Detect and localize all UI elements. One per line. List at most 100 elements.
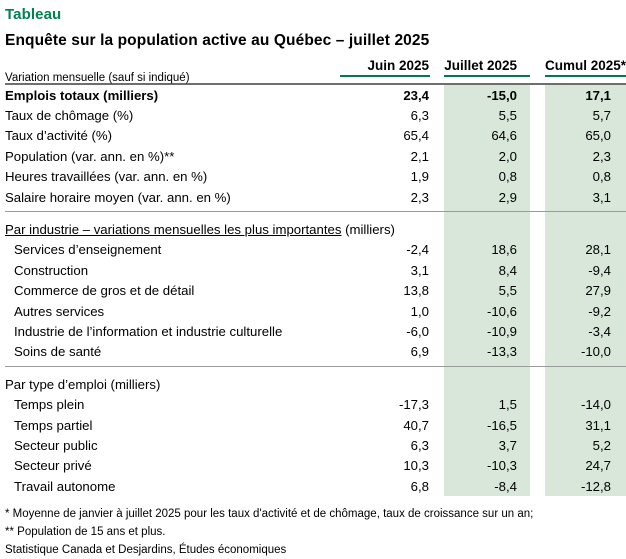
value-juin: -17,3 — [398, 397, 429, 413]
value-cumul: 3,1 — [545, 186, 626, 208]
value-cumul: 0,8 — [545, 166, 626, 187]
row-label: Temps plein — [14, 397, 85, 413]
value-juillet: 5,5 — [444, 105, 530, 126]
value-juin: 3,1 — [410, 262, 429, 278]
table-body: Emplois totaux (milliers) 23,4 -15,0 17,1 Ta… — [5, 85, 626, 497]
section-label-suffix: (milliers) — [341, 222, 395, 238]
value-juillet: -8,4 — [444, 476, 530, 497]
value-cumul-value: 24,7 — [585, 458, 611, 474]
value-juin: 13,8 — [403, 283, 429, 299]
value-cumul: 24,7 — [545, 455, 626, 477]
empty-juillet-cell — [444, 219, 530, 240]
footnotes: * Moyenne de janvier à juillet 2025 pour… — [5, 505, 626, 559]
row-label: Commerce de gros et de détail — [14, 283, 195, 299]
section-divider — [5, 362, 626, 375]
value-juillet: 64,6 — [444, 125, 530, 147]
value-juillet-value: -15,0 — [486, 87, 517, 103]
table-row: Industrie de l’information et industrie … — [5, 321, 626, 342]
table-row: Secteur public 6,3 3,7 5,2 — [5, 435, 626, 456]
section-header-row: Par type d’emploi (milliers) — [5, 374, 626, 395]
table-row: Taux de chômage (%) 6,3 5,5 5,7 — [5, 105, 626, 126]
value-juillet-value: 5,5 — [498, 283, 517, 299]
value-cumul: 2,3 — [545, 146, 626, 167]
kicker: Tableau — [5, 6, 62, 23]
value-cumul: 31,1 — [545, 414, 626, 436]
value-cumul-value: 65,0 — [585, 128, 611, 144]
table-header-row: Variation mensuelle (sauf si indiqué) Ju… — [5, 58, 626, 84]
value-cumul: 5,7 — [545, 105, 626, 126]
column-header-juillet: Juillet 2025 — [444, 58, 530, 77]
divider-juillet-shade — [444, 207, 530, 220]
value-juillet-value: 8,4 — [498, 262, 517, 278]
table-row: Autres services 1,0 -10,6 -9,2 — [5, 300, 626, 322]
value-juillet: 3,7 — [444, 435, 530, 456]
section-label: Par industrie – variations mensuelles le… — [5, 222, 395, 238]
value-cumul: 65,0 — [545, 125, 626, 147]
footnote-2: ** Population de 15 ans et plus. — [5, 526, 166, 539]
row-label: Heures travaillées (var. ann. en %) — [5, 169, 208, 185]
divider-line — [5, 366, 626, 368]
empty-cumul-cell — [545, 374, 626, 395]
value-cumul-value: 3,1 — [592, 189, 611, 205]
value-cumul: -9,4 — [545, 260, 626, 281]
divider-cumul-shade — [545, 362, 626, 375]
value-cumul-value: 2,3 — [592, 148, 611, 164]
divider-cumul-shade — [545, 207, 626, 220]
column-header-juin: Juin 2025 — [340, 58, 430, 77]
value-cumul-value: 28,1 — [585, 242, 611, 258]
table-row: Temps plein -17,3 1,5 -14,0 — [5, 394, 626, 415]
value-juillet-value: 18,6 — [491, 242, 517, 258]
divider-juillet-shade — [444, 362, 530, 375]
source-line: Statistique Canada et Desjardins, Études… — [5, 544, 287, 557]
value-juillet: -15,0 — [444, 85, 530, 106]
table-row: Salaire horaire moyen (var. ann. en %) 2,… — [5, 186, 626, 208]
value-cumul: 28,1 — [545, 239, 626, 261]
value-juillet-value: -13,3 — [486, 344, 517, 360]
value-juin: 1,9 — [410, 169, 429, 185]
table-row: Soins de santé 6,9 -13,3 -10,0 — [5, 341, 626, 363]
section-label: Par type d’emploi (milliers) — [5, 377, 340, 392]
value-juin: 6,9 — [410, 344, 429, 360]
value-cumul: 27,9 — [545, 280, 626, 301]
section-label-text: Par type d’emploi (milliers) — [5, 376, 161, 392]
value-cumul: -10,0 — [545, 341, 626, 363]
value-juin: 6,3 — [410, 108, 429, 124]
section-divider — [5, 207, 626, 220]
value-cumul: 5,2 — [545, 435, 626, 456]
row-header-label: Variation mensuelle (sauf si indiqué) — [5, 72, 190, 84]
value-cumul-value: -9,2 — [588, 303, 611, 319]
empty-cumul-cell — [545, 219, 626, 240]
value-juillet-value: -10,3 — [486, 458, 517, 474]
value-juin: 10,3 — [403, 458, 429, 474]
value-cumul-value: -10,0 — [580, 344, 611, 360]
value-cumul-value: -9,4 — [588, 262, 611, 278]
page-title: Enquête sur la population active au Québ… — [5, 32, 430, 49]
value-juillet: -10,6 — [444, 300, 530, 322]
value-cumul-value: 27,9 — [585, 283, 611, 299]
value-juin: 40,7 — [403, 417, 429, 433]
value-cumul: -9,2 — [545, 300, 626, 322]
value-juillet-value: 0,8 — [498, 169, 517, 185]
value-juin: 2,1 — [410, 148, 429, 164]
column-header-cumul: Cumul 2025* — [545, 58, 626, 77]
value-cumul: 17,1 — [545, 85, 626, 106]
section-label-text: Par industrie – variations mensuelles le… — [5, 222, 342, 238]
table-row: Taux d’activité (%) 65,4 64,6 65,0 — [5, 125, 626, 147]
table-row: Travail autonome 6,8 -8,4 -12,8 — [5, 476, 626, 497]
divider-columns — [5, 362, 626, 375]
value-cumul: -14,0 — [545, 394, 626, 415]
row-label: Secteur privé — [14, 458, 92, 474]
value-juillet-value: -10,9 — [486, 323, 517, 339]
row-label: Secteur public — [14, 437, 98, 453]
footnote-1: * Moyenne de janvier à juillet 2025 pour… — [5, 508, 534, 521]
table-row: Heures travaillées (var. ann. en %) 1,9 0,… — [5, 166, 626, 187]
row-label: Autres services — [14, 303, 105, 319]
value-cumul-value: 31,1 — [585, 417, 611, 433]
empty-juillet-cell — [444, 374, 530, 395]
value-juillet: -10,3 — [444, 455, 530, 477]
value-juillet: 5,5 — [444, 280, 530, 301]
value-juillet-value: -16,5 — [486, 417, 517, 433]
table-row: Services d’enseignement -2,4 18,6 28,1 — [5, 239, 626, 261]
value-cumul-value: 5,2 — [592, 437, 611, 453]
value-juillet: 2,9 — [444, 186, 530, 208]
